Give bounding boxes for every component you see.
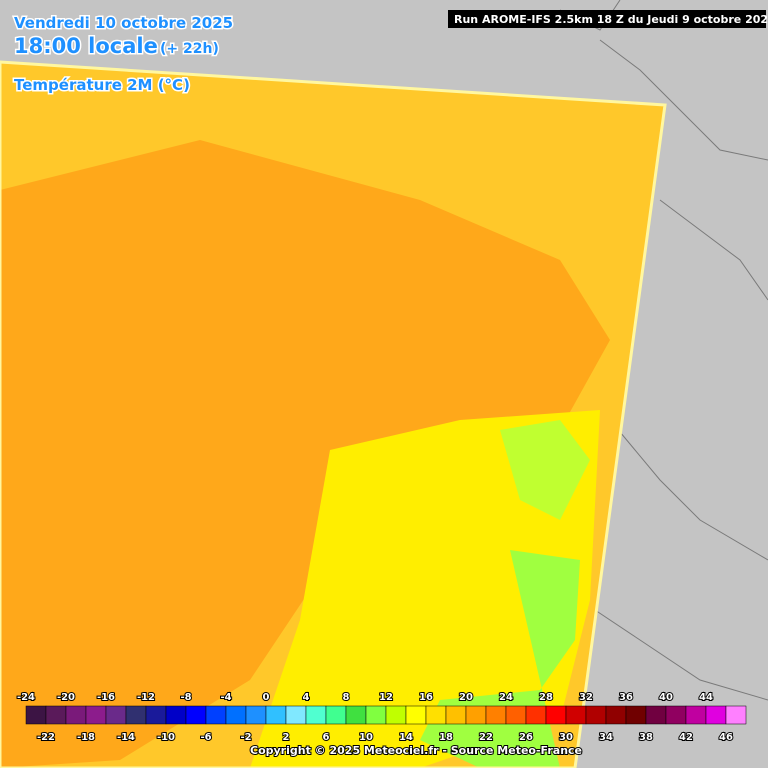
scale-box bbox=[345, 705, 367, 725]
scale-label: 36 bbox=[619, 692, 633, 703]
scale-box bbox=[25, 705, 47, 725]
scale-label: 38 bbox=[639, 732, 653, 743]
scale-label: 28 bbox=[539, 692, 553, 703]
scale-box bbox=[605, 705, 627, 725]
scale-box bbox=[225, 705, 247, 725]
scale-label: 24 bbox=[499, 692, 513, 703]
scale-label: 12 bbox=[379, 692, 393, 703]
scale-box bbox=[405, 705, 427, 725]
scale-box bbox=[145, 705, 167, 725]
run-info: Run AROME-IFS 2.5km 18 Z du Jeudi 9 octo… bbox=[454, 13, 768, 26]
run-box bbox=[448, 10, 766, 28]
scale-box bbox=[705, 705, 727, 725]
scale-box bbox=[545, 705, 567, 725]
scale-label: -2 bbox=[240, 732, 251, 743]
scale-box bbox=[105, 705, 127, 725]
scale-box bbox=[485, 705, 507, 725]
scale-label: 6 bbox=[323, 732, 330, 743]
scale-box bbox=[285, 705, 307, 725]
scale-box bbox=[625, 705, 647, 725]
scale-label: -14 bbox=[117, 732, 135, 743]
scale-box bbox=[125, 705, 147, 725]
scale-box bbox=[465, 705, 487, 725]
scale-box bbox=[685, 705, 707, 725]
scale-box bbox=[325, 705, 347, 725]
date: Vendredi 10 octobre 2025 bbox=[14, 14, 233, 32]
scale-label: -20 bbox=[57, 692, 75, 703]
scale-label: -22 bbox=[37, 732, 55, 743]
copyright: Copyright © 2025 Meteociel.fr - Source M… bbox=[250, 744, 582, 757]
scale-box bbox=[585, 705, 607, 725]
scale-box bbox=[245, 705, 267, 725]
scale-box bbox=[65, 705, 87, 725]
scale-label: 20 bbox=[459, 692, 473, 703]
scale-label: 42 bbox=[679, 732, 693, 743]
borders bbox=[559, 0, 768, 701]
scale-label: 0 bbox=[263, 692, 270, 703]
scale-label: -10 bbox=[157, 732, 175, 743]
scale-label: 14 bbox=[399, 732, 413, 743]
scale-label: 32 bbox=[579, 692, 593, 703]
scale-box bbox=[665, 705, 687, 725]
parameter: Température 2M (°C) bbox=[14, 76, 190, 94]
warm-area bbox=[0, 140, 610, 768]
scale-label: 22 bbox=[479, 732, 493, 743]
scale-box bbox=[185, 705, 207, 725]
scale-label: -8 bbox=[180, 692, 191, 703]
scale-label: 40 bbox=[659, 692, 673, 703]
scale-box bbox=[725, 705, 747, 725]
scale-label: -6 bbox=[200, 732, 211, 743]
scale-box bbox=[205, 705, 227, 725]
time: 18:00 locale bbox=[14, 34, 158, 58]
scale-label: -24 bbox=[17, 692, 35, 703]
scale-label: -12 bbox=[137, 692, 155, 703]
scale-box bbox=[445, 705, 467, 725]
domain-edge bbox=[0, 60, 667, 768]
scale-label: -4 bbox=[220, 692, 231, 703]
scale-label: -16 bbox=[97, 692, 115, 703]
scale-label: 34 bbox=[599, 732, 613, 743]
scale-box bbox=[525, 705, 547, 725]
scale-label: 18 bbox=[439, 732, 453, 743]
scale-box bbox=[425, 705, 447, 725]
green-area bbox=[500, 420, 590, 520]
scale-box bbox=[505, 705, 527, 725]
scale-label: 8 bbox=[343, 692, 350, 703]
scale-box bbox=[365, 705, 387, 725]
scale-label: 2 bbox=[283, 732, 290, 743]
scale-box bbox=[265, 705, 287, 725]
lead: (+ 22h) bbox=[160, 41, 219, 57]
scale-box bbox=[305, 705, 327, 725]
cool-area bbox=[250, 410, 600, 768]
scale-box bbox=[165, 705, 187, 725]
scale-box bbox=[565, 705, 587, 725]
scale-label: 16 bbox=[419, 692, 433, 703]
scale-label: 4 bbox=[303, 692, 310, 703]
scale-label: 46 bbox=[719, 732, 733, 743]
scale-label: 10 bbox=[359, 732, 373, 743]
scale-box bbox=[645, 705, 667, 725]
scale-label: 26 bbox=[519, 732, 533, 743]
scale-label: 44 bbox=[699, 692, 713, 703]
scale-box bbox=[385, 705, 407, 725]
scale-box bbox=[45, 705, 67, 725]
scale-box bbox=[85, 705, 107, 725]
color-scale: -24 -20 -16 -12 -8 -4 0 4 8 12 16 20 24 28 32 36 40 44-22… bbox=[16, 691, 747, 744]
scale-label: -18 bbox=[77, 732, 95, 743]
scale-label: 30 bbox=[559, 732, 573, 743]
